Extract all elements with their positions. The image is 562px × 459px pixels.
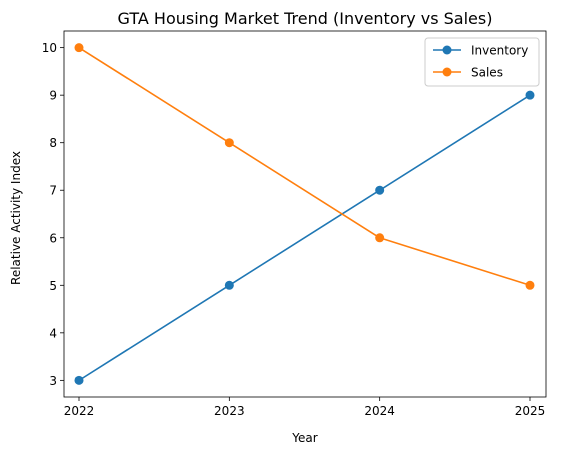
y-tick-label: 9 (49, 89, 57, 103)
y-tick-label: 5 (49, 279, 57, 293)
inventory-point (74, 375, 84, 385)
y-tick-label: 7 (49, 184, 57, 198)
y-tick-label: 4 (49, 326, 57, 340)
legend: Inventory Sales (424, 37, 540, 87)
y-tick-label: 3 (49, 374, 57, 388)
x-tick-label: 2022 (64, 404, 95, 418)
plot-area (63, 30, 547, 398)
legend-label-sales: Sales (471, 66, 503, 80)
inventory-point (224, 280, 234, 290)
sales-point (74, 43, 84, 53)
y-axis: 3 4 5 6 7 8 9 10 (42, 41, 64, 388)
y-tick-label: 6 (49, 231, 57, 245)
x-tick-label: 2024 (364, 404, 395, 418)
legend-swatch-marker-inventory (442, 45, 452, 55)
inventory-series-line (78, 94, 531, 382)
sales-point (525, 280, 535, 290)
x-axis: 2022 2023 2024 2025 (64, 397, 546, 418)
inventory-point (525, 90, 535, 100)
x-axis-label: Year (291, 431, 317, 445)
x-tick-label: 2025 (515, 404, 546, 418)
sales-point (224, 138, 234, 148)
y-axis-label: Relative Activity Index (9, 151, 23, 285)
sales-point (375, 233, 385, 243)
y-tick-label: 8 (49, 136, 57, 150)
legend-swatch-marker-sales (442, 67, 452, 77)
inventory-point (375, 185, 385, 195)
legend-label-inventory: Inventory (471, 44, 528, 58)
x-tick-label: 2023 (214, 404, 245, 418)
chart-title: GTA Housing Market Trend (Inventory vs S… (118, 9, 493, 28)
y-tick-label: 10 (42, 41, 57, 55)
series-layer (74, 43, 535, 385)
sales-series-line (78, 46, 531, 287)
